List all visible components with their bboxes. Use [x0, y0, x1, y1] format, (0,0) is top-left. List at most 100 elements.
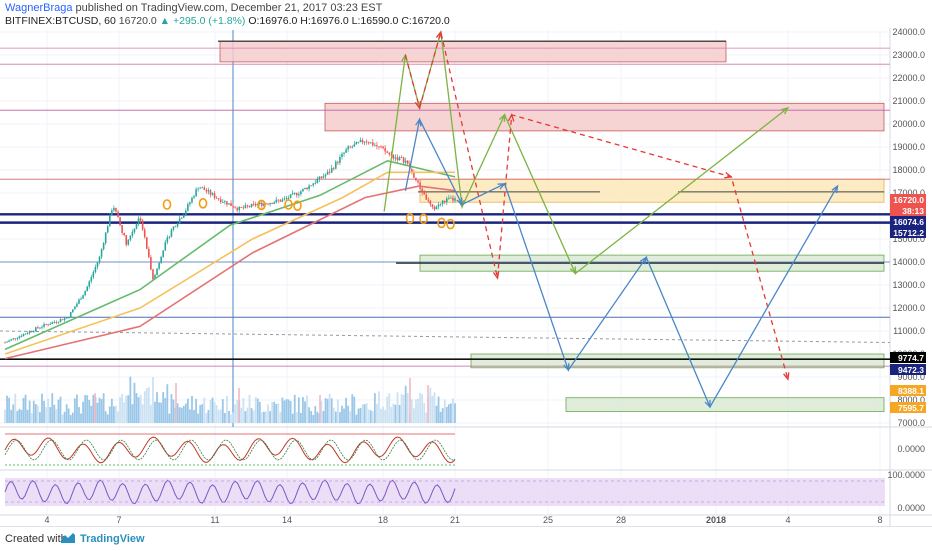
- open-value: O:16976.0: [248, 15, 298, 27]
- volume-bar: [384, 409, 387, 423]
- volume-bar: [24, 394, 27, 423]
- candle-body: [191, 197, 193, 203]
- volume-spike: [238, 388, 240, 423]
- volume-bar: [443, 399, 446, 423]
- volume-bar: [115, 405, 117, 423]
- candle-body: [425, 194, 428, 200]
- candle-body: [326, 171, 329, 175]
- projection-blue-arrowhead: [831, 184, 839, 194]
- volume-bar: [392, 403, 395, 423]
- marker-circle: [419, 213, 428, 225]
- candle-body: [61, 319, 64, 321]
- volume-bar: [334, 411, 337, 423]
- volume-bar: [191, 395, 193, 423]
- price-tick-label: 8000.0: [897, 395, 925, 405]
- marker-circle: [293, 200, 302, 211]
- candle-body: [372, 142, 374, 146]
- volume-bar: [415, 399, 417, 423]
- up-arrow-icon: ▲: [159, 15, 171, 27]
- volume-bar: [39, 412, 41, 423]
- volume-bar: [65, 404, 68, 423]
- volume-bar: [324, 398, 327, 423]
- chart-header: WagnerBraga published on TradingView.com…: [0, 0, 932, 28]
- zone-support: [565, 397, 885, 412]
- volume-bar: [205, 413, 208, 423]
- candle-body: [166, 237, 169, 243]
- volume-bar: [299, 412, 302, 423]
- candle-body: [396, 157, 399, 161]
- volume-bar: [180, 407, 183, 423]
- volume-bar: [90, 405, 93, 423]
- volume-bar: [281, 397, 284, 423]
- price-tag-bg: [890, 194, 926, 205]
- candle-body: [283, 198, 286, 200]
- projection-red-arrowhead: [414, 100, 422, 110]
- candle-body: [452, 197, 454, 201]
- candle-body: [230, 203, 232, 206]
- candle-body: [402, 157, 405, 163]
- ohlc-legend: BITFINEX:BTCUSD, 60 16720.0 ▲ +295.0 (+1…: [5, 15, 450, 27]
- candle-body: [8, 340, 10, 342]
- volume-bar: [145, 388, 148, 423]
- volume-bar: [195, 398, 197, 423]
- candle-body: [150, 257, 152, 270]
- candle-body: [252, 203, 255, 205]
- candle-body: [69, 312, 72, 318]
- candle-body: [437, 204, 440, 207]
- zone-resistance: [219, 40, 727, 63]
- candle-body: [374, 145, 376, 147]
- candle-body: [273, 202, 275, 204]
- volume-bar: [12, 404, 15, 423]
- volume-bar: [433, 392, 436, 423]
- volume-bar: [271, 402, 274, 423]
- volume-bar: [447, 404, 450, 423]
- candle-body: [162, 250, 165, 257]
- projection-blue-arrowhead: [456, 197, 463, 206]
- candle-body: [240, 207, 243, 208]
- volume-bar: [135, 393, 138, 423]
- volume-bars: [4, 376, 456, 423]
- author-link[interactable]: WagnerBraga: [5, 2, 73, 14]
- candle-body: [154, 274, 156, 280]
- volume-bar: [186, 398, 189, 423]
- volume-bar: [371, 411, 374, 423]
- candle-body: [115, 207, 117, 212]
- volume-spike: [175, 383, 177, 423]
- candle-body: [234, 207, 236, 209]
- moving-average-line: [4, 171, 455, 355]
- volume-bar: [240, 407, 243, 423]
- candle-body: [108, 215, 111, 227]
- candle-body: [388, 152, 391, 155]
- candle-body: [232, 205, 234, 208]
- candle-body: [127, 239, 130, 245]
- volume-spike: [94, 393, 96, 423]
- volume-bar: [226, 395, 228, 423]
- volume-bar: [394, 404, 397, 423]
- candle-body: [117, 211, 119, 218]
- candle-body: [320, 176, 323, 178]
- candle-body: [24, 333, 27, 335]
- tradingview-brand[interactable]: TradingView: [80, 533, 145, 545]
- volume-bar: [373, 393, 376, 423]
- footer: Created with TradingView: [0, 526, 932, 551]
- price-tag-bg: [890, 402, 926, 413]
- candle-body: [121, 225, 123, 233]
- volume-bar: [248, 394, 251, 423]
- candle-body: [205, 190, 208, 192]
- volume-bar: [314, 406, 317, 423]
- candle-body: [74, 306, 76, 310]
- candle-body: [78, 299, 80, 304]
- candle-body: [433, 206, 436, 210]
- candle-body: [178, 218, 181, 224]
- volume-spike: [319, 395, 321, 423]
- price-chart[interactable]: 24000.0 23000.0 22000.0 21000.0 20000.0 19000…: [0, 0, 932, 526]
- symbol-label: BITFINEX:BTCUSD, 60: [5, 15, 116, 27]
- candle-body: [431, 204, 434, 207]
- price-change: +295.0 (+1.8%): [173, 15, 246, 27]
- volume-bar: [139, 394, 142, 423]
- volume-bar: [217, 409, 220, 423]
- candle-body: [63, 318, 66, 321]
- indicator-tick-label: 100.0000: [887, 470, 925, 480]
- volume-bar: [382, 406, 384, 423]
- volume-bar: [279, 412, 282, 423]
